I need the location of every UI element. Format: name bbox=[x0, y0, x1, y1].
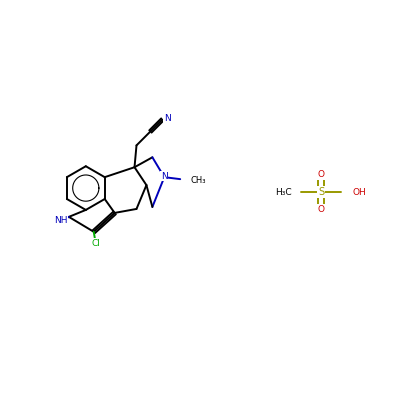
Text: O: O bbox=[318, 170, 325, 179]
Text: OH: OH bbox=[353, 188, 367, 196]
Text: N: N bbox=[164, 114, 171, 123]
Text: Cl: Cl bbox=[91, 239, 100, 248]
Text: O: O bbox=[318, 205, 325, 214]
Text: CH₃: CH₃ bbox=[190, 176, 206, 185]
Text: NH: NH bbox=[54, 216, 68, 225]
Text: H₃C: H₃C bbox=[275, 188, 291, 196]
Text: N: N bbox=[161, 172, 168, 181]
Text: S: S bbox=[318, 187, 324, 197]
